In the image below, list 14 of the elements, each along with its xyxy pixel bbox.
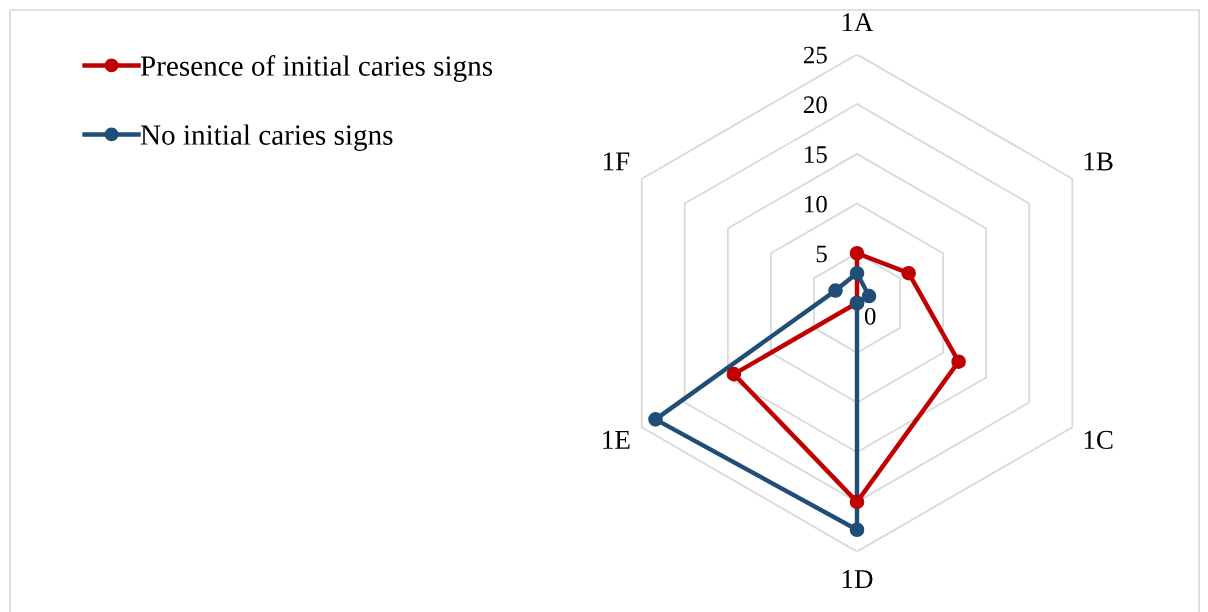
spoke-label: 1C: [1084, 430, 1113, 449]
y-tick-label: 10: [805, 195, 827, 213]
y-tick-label: 15: [805, 146, 827, 163]
y-tick-label: 5: [816, 245, 827, 263]
y-tick-label: 0: [864, 307, 876, 325]
spoke-label: 1B: [1084, 152, 1113, 171]
y-tick-label: 25: [803, 46, 827, 64]
spoke-label: 1D: [842, 570, 873, 588]
legend-label: Presence of initial caries signs: [140, 55, 493, 82]
legend-label: No initial caries signs: [140, 124, 393, 151]
spoke-label: 1F: [603, 152, 630, 171]
spoke-label: 1E: [603, 430, 630, 449]
spoke-label: 1A: [842, 13, 874, 32]
y-tick-label: 20: [803, 96, 827, 114]
